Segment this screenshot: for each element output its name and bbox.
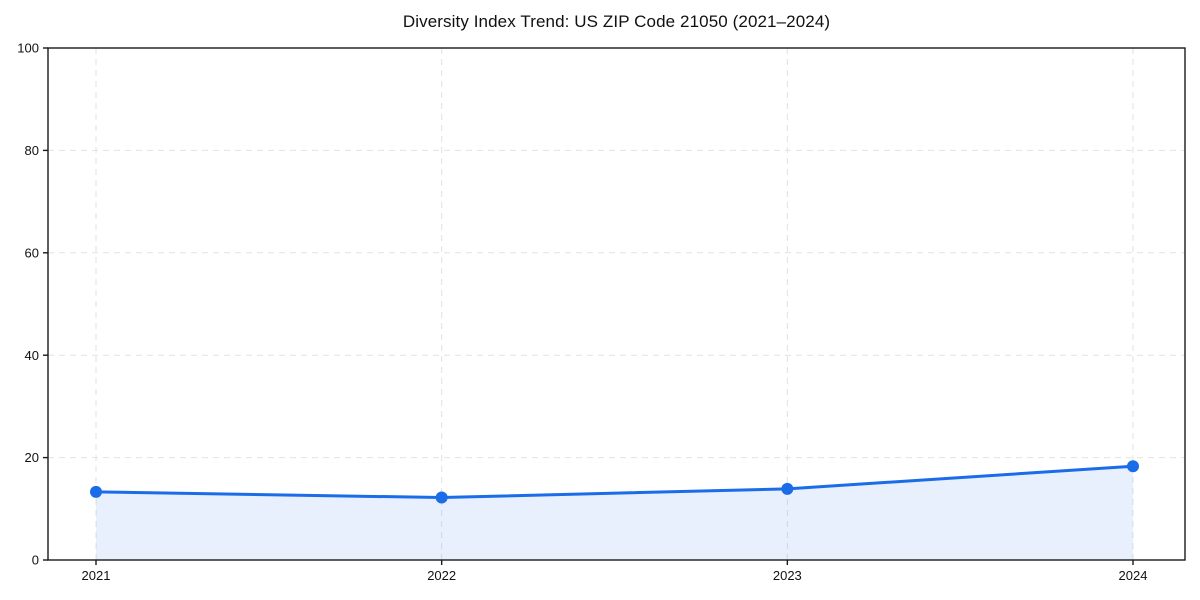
- x-tick-label: 2024: [1119, 568, 1148, 583]
- data-point: [781, 482, 794, 495]
- x-tick-label: 2022: [427, 568, 456, 583]
- x-tick-label: 2023: [773, 568, 802, 583]
- y-tick-label: 40: [25, 348, 39, 363]
- y-tick-label: 60: [25, 245, 39, 260]
- chart-title: Diversity Index Trend: US ZIP Code 21050…: [402, 12, 831, 31]
- series-line: [94, 464, 1135, 500]
- y-tick-label: 80: [25, 143, 39, 158]
- data-point: [1127, 460, 1139, 473]
- data-point: [90, 485, 102, 498]
- y-tick-label: 20: [25, 450, 39, 465]
- y-tick-label: 0: [32, 553, 39, 568]
- x-tick-label: 2021: [82, 568, 111, 583]
- series-area: [96, 466, 1133, 560]
- y-tick-label: 100: [17, 41, 39, 56]
- data-point: [435, 491, 448, 504]
- plot-border: [47, 47, 1186, 561]
